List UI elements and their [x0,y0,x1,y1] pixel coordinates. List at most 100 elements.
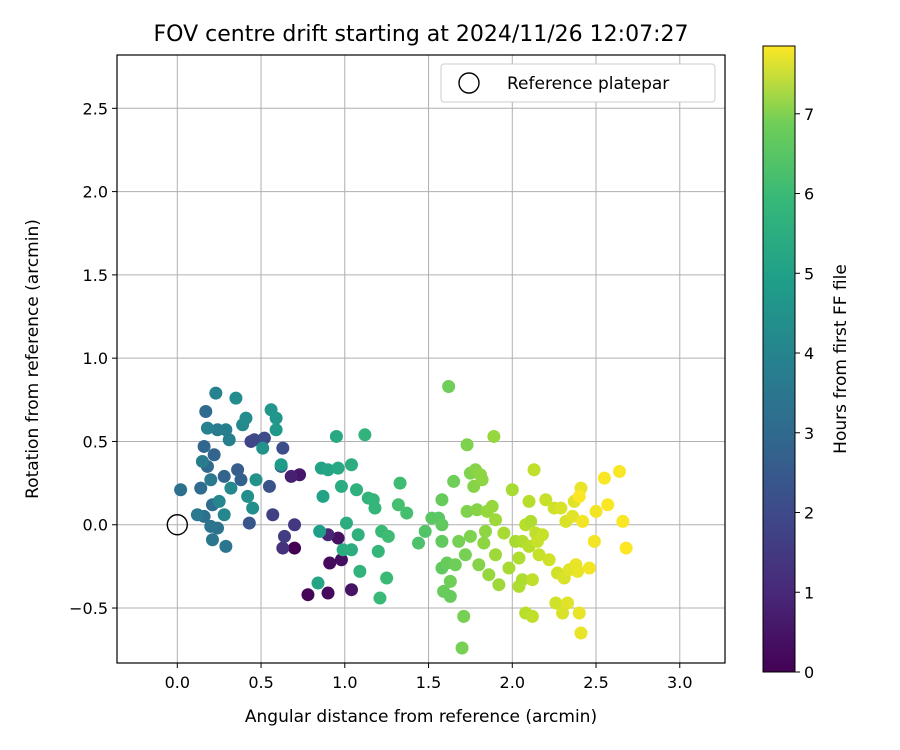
data-point [522,494,536,508]
data-point [576,514,590,528]
colorbar-label: Hours from first FF file [831,264,851,454]
data-point [619,541,633,555]
data-point [334,479,348,493]
data-point [572,489,586,503]
reference-platepar-marker [166,514,188,536]
data-point [435,518,449,532]
data-point [525,573,539,587]
data-point [257,431,271,445]
data-point [197,439,211,453]
legend-reference-marker [458,72,480,94]
data-point [418,524,432,538]
data-point [391,498,405,512]
data-point [301,588,315,602]
data-point [269,411,283,425]
data-point [276,541,290,555]
data-point [612,464,626,478]
data-point [200,421,214,435]
data-points [174,379,633,655]
data-point [334,553,348,567]
x-tick-label: 2.5 [583,673,608,692]
data-point [435,534,449,548]
data-point [373,591,387,605]
data-point [199,404,213,418]
data-point [400,506,414,520]
x-tick-label: 2.0 [500,673,525,692]
data-point [209,386,223,400]
data-point [321,586,335,600]
data-point [368,501,382,515]
data-point [542,553,556,567]
x-tick-label: 3.0 [667,673,692,692]
data-point [571,564,585,578]
legend-entry-reference: Reference platepar [507,74,669,94]
chart-title: FOV centre drift starting at 2024/11/26 … [154,22,689,47]
data-point [262,479,276,493]
data-point [316,489,330,503]
data-point [482,568,496,582]
data-point [448,558,462,572]
data-point [269,423,283,437]
data-point [554,501,568,515]
data-point [224,481,238,495]
data-point [443,574,457,588]
data-point [478,524,492,538]
data-point [229,391,243,405]
data-point [210,521,224,535]
data-point [371,544,385,558]
data-point [321,463,335,477]
colorbar-tick-label: 2 [804,504,814,523]
data-point [256,441,270,455]
data-point [217,469,231,483]
x-tick-label: 1.5 [416,673,441,692]
data-point [566,509,580,523]
data-point [331,531,345,545]
data-point [288,541,302,555]
data-point [266,508,280,522]
data-point [589,504,603,518]
data-point [527,463,541,477]
data-point [532,548,546,562]
colorbar-tick-label: 3 [804,424,814,443]
data-point [492,578,506,592]
data-point [195,454,209,468]
y-tick-label: 2.5 [83,99,108,118]
data-point [582,561,596,575]
reference-marker [166,514,188,536]
plot-frame [116,54,726,664]
grid-lines [117,55,725,663]
colorbar-tick-label: 1 [804,583,814,602]
x-axis-label: Angular distance from reference (arcmin) [245,707,597,727]
x-tick-label: 0.5 [248,673,273,692]
data-point [246,501,260,515]
data-point [452,534,466,548]
data-point [472,558,486,572]
data-point [219,423,233,437]
colorbar-tick-label: 5 [804,264,814,283]
colorbar-tick-label: 7 [804,105,814,124]
data-point [539,493,553,507]
data-point [535,528,549,542]
colorbar-tick-label: 0 [804,663,814,682]
data-point [485,499,499,513]
data-point [323,556,337,570]
data-point [247,433,261,447]
data-point [556,606,570,620]
data-point [276,441,290,455]
data-point [288,518,302,532]
legend-box [440,63,716,103]
data-point [435,493,449,507]
data-point [515,573,529,587]
data-point [470,503,484,517]
data-point [284,469,298,483]
data-point [190,508,204,522]
data-point [477,536,491,550]
colorbar-tick-label: 4 [804,344,814,363]
y-tick-label: 0.5 [83,432,108,451]
y-tick-label: 0.0 [83,516,108,535]
y-tick-label: −0.5 [69,599,108,618]
y-tick-label: 1.5 [83,266,108,285]
data-point [497,526,511,540]
data-point [339,516,353,530]
data-point [174,483,188,497]
